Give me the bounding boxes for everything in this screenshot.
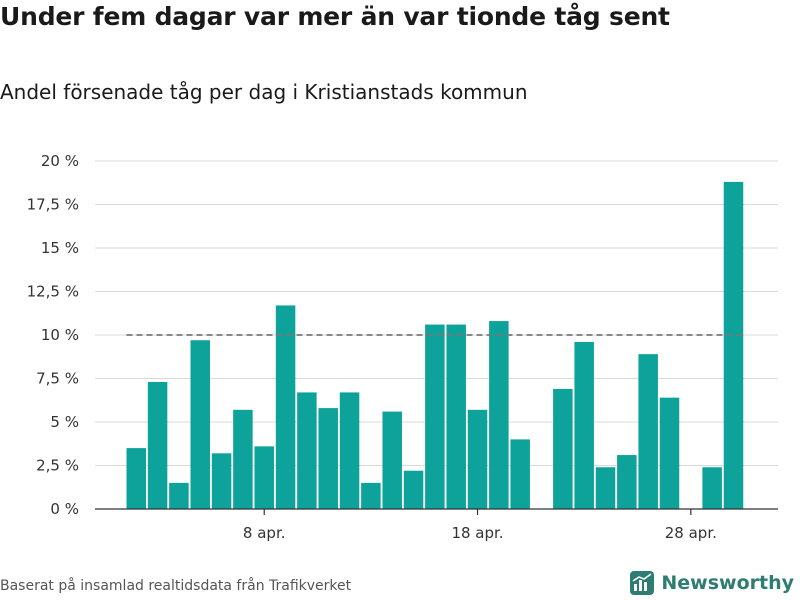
x-tick-label: 18 apr.: [451, 524, 503, 542]
bar-chart: 0 % 2,5 % 5 % 7,5 % 10 % 12,5 % 15 % 17,5 % 20 %…: [27, 152, 778, 542]
bar: [723, 181, 744, 509]
x-axis: 8 apr. 18 apr. 28 apr.: [95, 508, 778, 542]
bar: [211, 453, 232, 509]
chart-subtitle: Andel försenade tåg per dag i Kristianst…: [0, 80, 528, 104]
x-tick-label: 8 apr.: [243, 524, 286, 542]
bar: [275, 305, 296, 509]
y-tick-label: 20 %: [41, 152, 79, 170]
bar: [382, 411, 402, 509]
y-axis-ticks: 0 % 2,5 % 5 % 7,5 % 10 % 12,5 % 15 % 17,5 % 20 %: [27, 152, 79, 518]
bar: [254, 446, 274, 509]
bar: [147, 381, 168, 509]
newsworthy-logo-icon: [630, 571, 655, 595]
bar: [190, 340, 210, 509]
y-tick-label: 5 %: [50, 413, 79, 431]
bar: [339, 392, 360, 509]
bar: [510, 439, 530, 509]
bar: [297, 392, 317, 509]
bar: [489, 321, 509, 509]
bar: [425, 324, 445, 509]
bar: [702, 467, 722, 509]
y-tick-label: 2,5 %: [36, 457, 79, 475]
y-tick-label: 10 %: [41, 326, 79, 344]
bar: [638, 354, 658, 509]
bar: [595, 467, 616, 509]
bar: [467, 409, 488, 509]
brand-logo: Newsworthy: [629, 570, 794, 596]
y-tick-label: 17,5 %: [27, 196, 79, 214]
bar: [233, 409, 253, 509]
brand-name: Newsworthy: [661, 572, 794, 594]
bar: [169, 482, 189, 509]
bar: [403, 470, 424, 509]
bar: [617, 455, 637, 509]
y-tick-label: 15 %: [41, 239, 79, 257]
bar: [574, 341, 594, 509]
bar: [659, 397, 680, 509]
bars: [126, 181, 744, 509]
chart-title: Under fem dagar var mer än var tionde tå…: [0, 2, 670, 31]
source-note: Baserat på insamlad realtidsdata från Tr…: [0, 578, 352, 594]
y-tick-label: 12,5 %: [27, 283, 79, 301]
bar: [446, 324, 466, 509]
x-tick-label: 28 apr.: [665, 524, 717, 542]
bar: [318, 408, 338, 509]
y-tick-label: 7,5 %: [36, 370, 79, 388]
bar: [126, 448, 146, 509]
bar: [553, 388, 573, 509]
y-tick-label: 0 %: [50, 500, 79, 518]
bar: [361, 482, 381, 509]
